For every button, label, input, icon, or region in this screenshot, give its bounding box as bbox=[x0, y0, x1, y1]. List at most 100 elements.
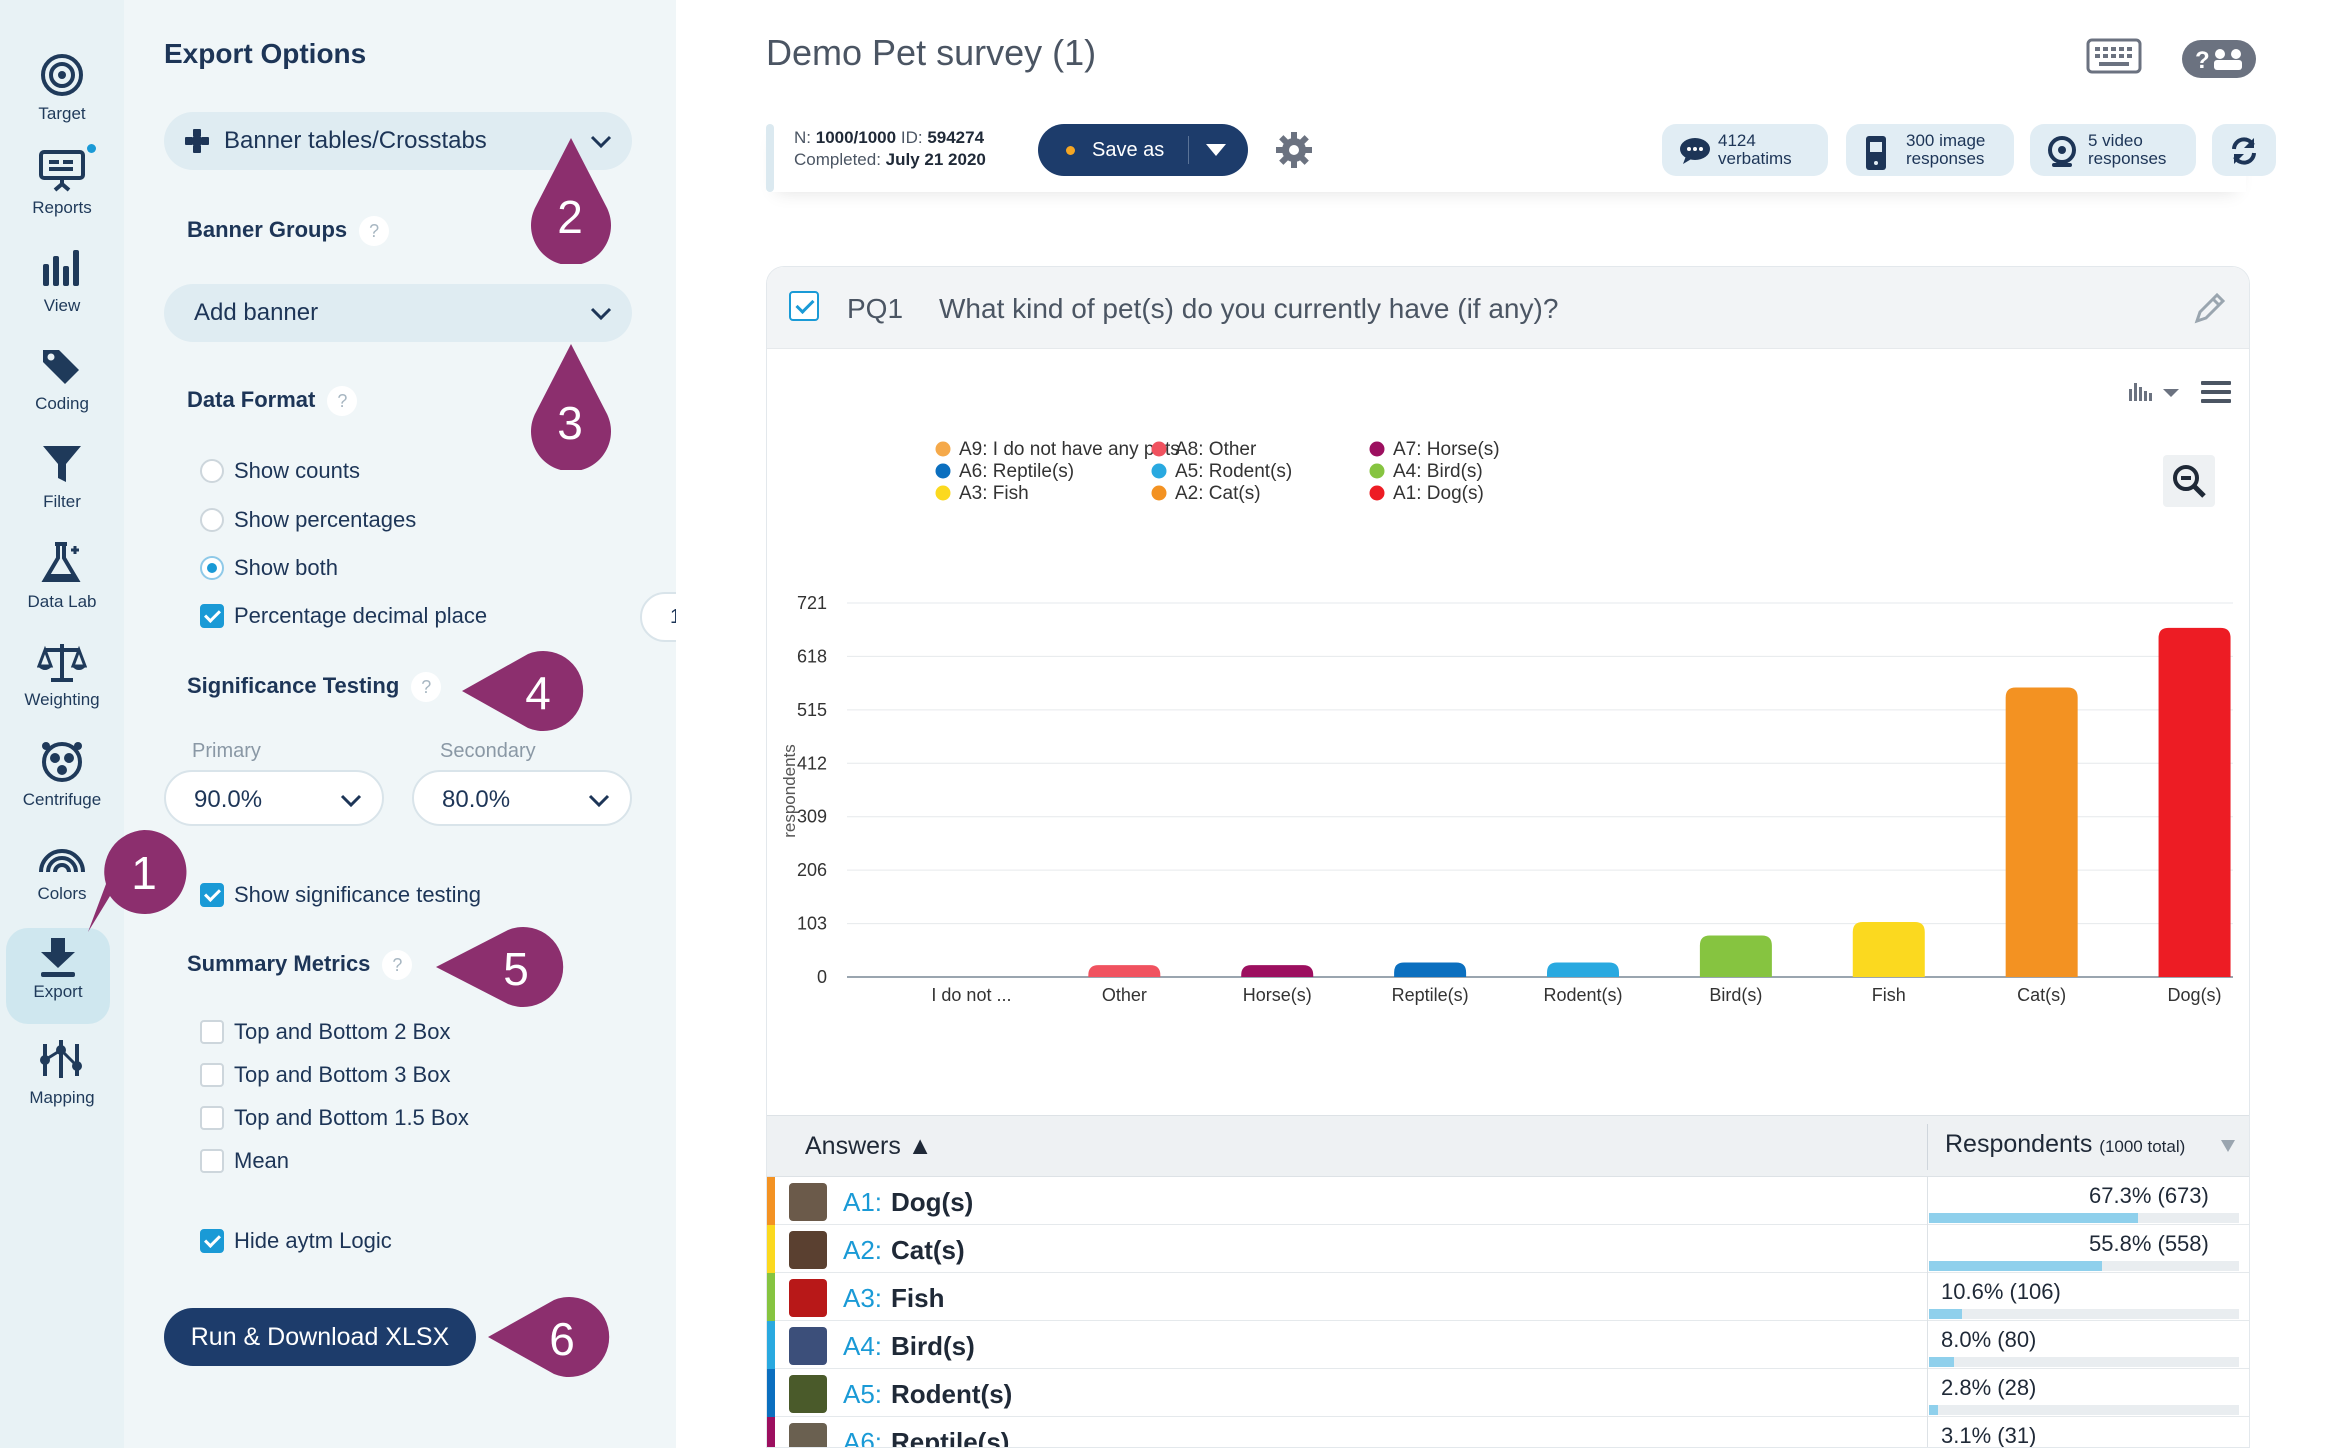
secondary-select[interactable]: 80.0% bbox=[412, 770, 632, 826]
question-card: PQ1 What kind of pet(s) do you currently… bbox=[766, 266, 2250, 1448]
nav-target[interactable]: Target bbox=[0, 46, 124, 136]
nav-view[interactable]: View bbox=[0, 240, 124, 330]
help-icon[interactable]: ? bbox=[411, 672, 442, 702]
answer-code: A4: bbox=[843, 1331, 883, 1361]
centrifuge-icon bbox=[42, 742, 82, 782]
question-checkbox[interactable] bbox=[789, 291, 819, 321]
legend-label: A3: Fish bbox=[959, 483, 1029, 504]
answer-thumbnail[interactable] bbox=[789, 1231, 827, 1269]
legend-label: A1: Dog(s) bbox=[1393, 483, 1484, 504]
answer-thumbnail[interactable] bbox=[789, 1183, 827, 1221]
pencil-icon[interactable] bbox=[2193, 291, 2227, 325]
caret-down-icon[interactable] bbox=[1206, 144, 1226, 156]
nav-colors[interactable]: Colors bbox=[0, 832, 124, 922]
save-as-button[interactable]: Save as bbox=[1038, 124, 1248, 176]
help-video-icon[interactable]: ? bbox=[2182, 40, 2256, 78]
answers-column-header[interactable]: Answers ▲ bbox=[805, 1132, 933, 1160]
legend-swatch bbox=[935, 485, 951, 501]
add-banner-dropdown[interactable]: Add banner bbox=[164, 284, 632, 342]
significance-heading: Significance Testing? bbox=[187, 672, 442, 702]
chevron-down-icon bbox=[340, 794, 362, 808]
table-row[interactable]: A3: Fish 10.6% (106) bbox=[767, 1273, 2249, 1321]
legend-label: A7: Horse(s) bbox=[1393, 439, 1500, 460]
nav-reports[interactable]: Reports bbox=[0, 142, 124, 232]
verbatims-chip[interactable]: 4124 verbatims bbox=[1662, 124, 1828, 176]
primary-select[interactable]: 90.0% bbox=[164, 770, 384, 826]
x-tick-label: I do not ... bbox=[931, 985, 1011, 1005]
webcam-icon bbox=[2048, 136, 2076, 167]
completed-value: July 21 2020 bbox=[885, 150, 986, 169]
checkbox[interactable] bbox=[200, 1229, 224, 1253]
run-download-button[interactable]: Run & Download XLSX bbox=[164, 1308, 476, 1366]
table-row[interactable]: A4: Bird(s) 8.0% (80) bbox=[767, 1321, 2249, 1369]
nav-filter[interactable]: Filter bbox=[0, 436, 124, 526]
menu-icon[interactable] bbox=[2201, 379, 2231, 405]
respondents-value: 2.8% (28) bbox=[1941, 1375, 2037, 1400]
zoom-button[interactable] bbox=[2163, 455, 2215, 507]
nav-centrifuge[interactable]: Centrifuge bbox=[0, 732, 124, 822]
row-color-strip bbox=[767, 1177, 775, 1225]
table-row[interactable]: A6: Reptile(s) 3.1% (31) bbox=[767, 1417, 2249, 1447]
legend-swatch bbox=[1151, 441, 1167, 457]
bar bbox=[1394, 962, 1467, 977]
callout-number: 5 bbox=[503, 943, 529, 995]
gear-icon[interactable] bbox=[1274, 130, 1314, 170]
checkbox[interactable] bbox=[200, 883, 224, 907]
video-responses-chip[interactable]: 5 video responses bbox=[2030, 124, 2196, 176]
x-tick-label: Dog(s) bbox=[2168, 985, 2222, 1005]
table-row[interactable]: A1: Dog(s) 67.3% (673) bbox=[767, 1177, 2249, 1225]
checkbox[interactable] bbox=[200, 1106, 224, 1130]
answer-thumbnail[interactable] bbox=[789, 1327, 827, 1365]
checkbox[interactable] bbox=[200, 604, 224, 628]
radio-button[interactable] bbox=[200, 508, 224, 532]
nav-coding[interactable]: Coding bbox=[0, 338, 124, 428]
separator bbox=[1188, 136, 1189, 164]
help-icon[interactable]: ? bbox=[382, 950, 413, 980]
crosstab-icon bbox=[185, 129, 209, 153]
answer-thumbnail[interactable] bbox=[789, 1375, 827, 1413]
answer-thumbnail[interactable] bbox=[789, 1279, 827, 1317]
respondents-bar bbox=[1929, 1261, 2102, 1271]
nav-label: Filter bbox=[43, 492, 81, 511]
respondents-column-header[interactable]: Respondents (1000 total) bbox=[1945, 1130, 2185, 1159]
nav-export[interactable]: Export bbox=[6, 928, 110, 1024]
callout-2 bbox=[531, 138, 611, 264]
keyboard-icon[interactable] bbox=[2086, 38, 2142, 74]
download-icon bbox=[41, 938, 75, 977]
id-value: 594274 bbox=[927, 128, 985, 147]
option-label: Mean bbox=[234, 1148, 290, 1173]
completed-info: Completed: July 21 2020 bbox=[794, 150, 986, 170]
table-row[interactable]: A5: Rodent(s) 2.8% (28) bbox=[767, 1369, 2249, 1417]
table-row[interactable]: A2: Cat(s) 55.8% (558) bbox=[767, 1225, 2249, 1273]
total-text: (1000 total) bbox=[2099, 1137, 2186, 1156]
checkbox[interactable] bbox=[200, 1149, 224, 1173]
rainbow-icon bbox=[39, 849, 85, 873]
nav-data-lab[interactable]: Data Lab bbox=[0, 534, 124, 624]
export-format-dropdown[interactable]: Banner tables/Crosstabs bbox=[164, 112, 632, 170]
main-content: Demo Pet survey (1) ? N: 1000/1000 ID: 5… bbox=[676, 0, 2338, 1448]
heading-text: Banner Groups bbox=[187, 216, 348, 242]
info-accent bbox=[766, 124, 774, 192]
n-label: N: bbox=[794, 128, 811, 147]
data-format-heading: Data Format? bbox=[187, 386, 358, 416]
row-color-strip bbox=[767, 1417, 775, 1447]
nav-label: Data Lab bbox=[27, 592, 97, 611]
chart-type-icon[interactable] bbox=[2127, 379, 2183, 403]
image-responses-chip[interactable]: 300 image responses bbox=[1846, 124, 2014, 176]
refresh-button[interactable] bbox=[2212, 124, 2276, 176]
answer-thumbnail[interactable] bbox=[789, 1423, 827, 1447]
caret-down-icon[interactable] bbox=[2221, 1140, 2235, 1152]
nav-mapping[interactable]: Mapping bbox=[0, 1030, 124, 1120]
help-icon[interactable]: ? bbox=[359, 216, 390, 246]
respondents-value: 55.8% (558) bbox=[2089, 1231, 2209, 1256]
radio-button[interactable] bbox=[200, 459, 224, 483]
option-label: Show both bbox=[234, 555, 338, 580]
checkbox[interactable] bbox=[200, 1020, 224, 1044]
answer-code: A2: bbox=[843, 1235, 883, 1265]
radio-button[interactable] bbox=[200, 556, 224, 580]
help-icon[interactable]: ? bbox=[327, 386, 358, 416]
checkbox[interactable] bbox=[200, 1063, 224, 1087]
answer-code: A5: bbox=[843, 1379, 883, 1409]
svg-text:?: ? bbox=[2195, 47, 2210, 74]
nav-weighting[interactable]: Weighting bbox=[0, 634, 124, 724]
